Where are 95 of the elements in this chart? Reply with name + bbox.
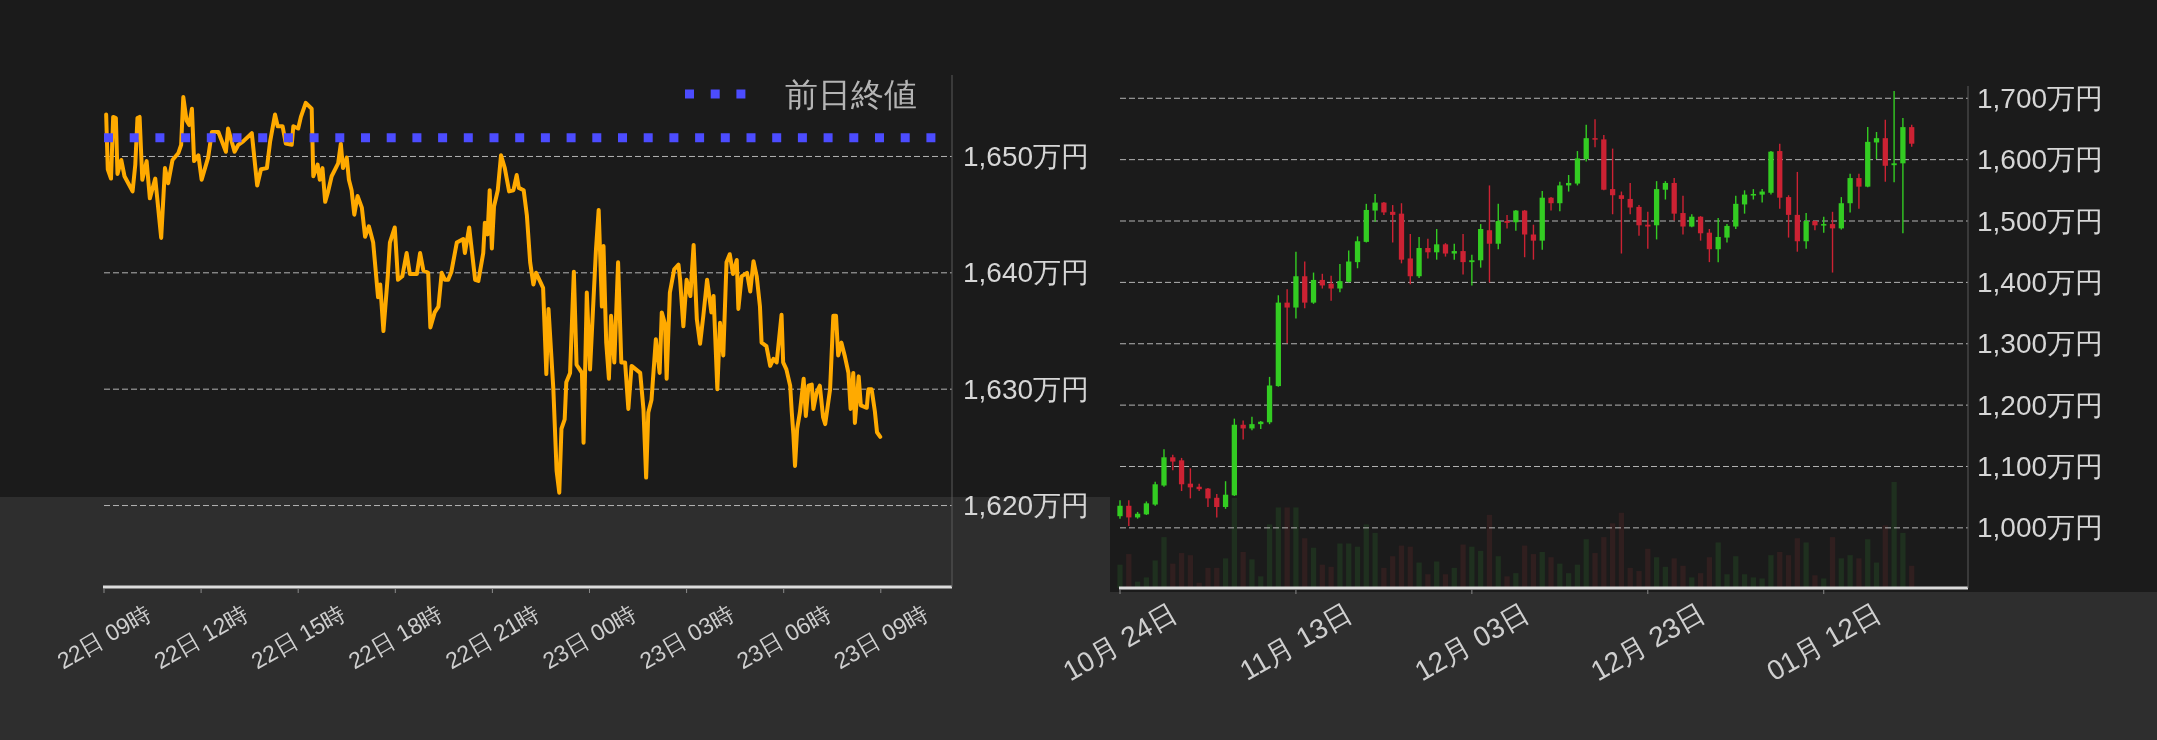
- bar: [1530, 554, 1537, 588]
- bar: [1425, 574, 1431, 588]
- bar: [1548, 557, 1554, 588]
- bar: [1214, 567, 1220, 588]
- bar: [1794, 538, 1800, 588]
- bar: [1363, 524, 1369, 588]
- bar: [1821, 578, 1827, 588]
- legend-label: 前日終値: [785, 75, 917, 113]
- bar: [1900, 532, 1906, 588]
- y-tick-label: 1,600万円: [1977, 144, 2104, 176]
- bar: [1346, 543, 1352, 588]
- bar: [1565, 573, 1572, 588]
- bar: [1583, 539, 1589, 588]
- bar: [1847, 555, 1853, 588]
- bar: [1161, 537, 1167, 588]
- x-tick-label: 10月 24日: [1057, 597, 1183, 687]
- y-tick-label: 1,500万円: [1977, 205, 2104, 237]
- bar: [1706, 557, 1713, 588]
- bar: [1354, 546, 1361, 588]
- y-tick-label: 1,630万円: [963, 373, 1090, 405]
- bar: [1205, 567, 1211, 588]
- bar: [1126, 554, 1132, 588]
- x-tick-label: 11月 13日: [1234, 597, 1358, 687]
- bar: [1504, 576, 1510, 588]
- bar: [1469, 546, 1475, 588]
- bar: [1372, 532, 1378, 588]
- bar: [1873, 562, 1880, 588]
- bar: [1671, 558, 1677, 588]
- bar: [1653, 557, 1660, 588]
- y-tick-label: 1,300万円: [1977, 328, 2104, 360]
- bar: [1865, 539, 1871, 588]
- legend: 前日終値: [685, 75, 917, 113]
- bar: [1759, 578, 1765, 588]
- bar: [1838, 558, 1844, 588]
- y-tick-label: 1,100万円: [1977, 450, 2104, 482]
- bar: [1909, 565, 1915, 588]
- bar: [1486, 514, 1493, 588]
- bar: [1390, 556, 1396, 588]
- bar: [1680, 565, 1686, 588]
- y-tick-label: 1,400万円: [1977, 266, 2104, 298]
- bar: [1293, 507, 1299, 588]
- y-tick-label: 1,700万円: [1977, 82, 2104, 114]
- bar: [1460, 544, 1466, 588]
- bar: [1513, 573, 1519, 588]
- bar: [1302, 538, 1308, 588]
- bar: [1381, 567, 1387, 588]
- bar: [1337, 543, 1343, 588]
- bar: [1618, 512, 1625, 588]
- bar: [1310, 547, 1317, 588]
- bar: [1715, 542, 1721, 588]
- bar: [1785, 555, 1792, 588]
- bar: [1803, 542, 1809, 588]
- bar: [1812, 575, 1818, 588]
- bar: [1829, 537, 1836, 588]
- bar: [1478, 550, 1484, 588]
- bar: [1266, 524, 1273, 588]
- bar: [1495, 556, 1501, 588]
- bar: [1645, 548, 1651, 588]
- bar: [1178, 553, 1185, 588]
- bar: [1539, 551, 1545, 588]
- bar: [1152, 560, 1158, 588]
- bar: [1856, 558, 1862, 588]
- y-tick-label: 1,640万円: [963, 257, 1090, 289]
- bar: [1601, 537, 1607, 588]
- x-tick-label: 12月 03日: [1409, 597, 1535, 687]
- bar: [1451, 567, 1457, 588]
- bar: [1768, 555, 1774, 588]
- bar: [1592, 553, 1598, 588]
- x-tick-label: 12月 23日: [1585, 597, 1711, 687]
- bar: [1636, 571, 1642, 588]
- y-tick-label: 1,200万円: [1977, 389, 2104, 421]
- y-tick-label: 1,000万円: [1977, 512, 2104, 544]
- bar: [1398, 545, 1405, 588]
- x-tick-label: 01月 12日: [1761, 597, 1887, 687]
- bar: [1187, 555, 1194, 588]
- bar: [1117, 564, 1123, 588]
- bar: [1284, 507, 1290, 588]
- bar: [1627, 567, 1633, 588]
- bar: [1777, 551, 1783, 588]
- bar: [1891, 482, 1897, 588]
- bar: [1522, 545, 1528, 588]
- bar: [1222, 558, 1229, 588]
- bar: [1328, 566, 1334, 588]
- y-tick-label: 1,650万円: [963, 140, 1090, 172]
- y-tick-label: 1,620万円: [963, 490, 1090, 522]
- bar: [1882, 525, 1888, 588]
- bar: [1724, 574, 1730, 588]
- bar: [1697, 573, 1704, 588]
- bar: [1275, 507, 1281, 588]
- bar: [1733, 556, 1739, 588]
- bar: [1240, 551, 1246, 588]
- bar: [1609, 523, 1616, 588]
- bar: [1249, 559, 1255, 588]
- bar: [1416, 562, 1422, 588]
- bar: [1407, 546, 1413, 588]
